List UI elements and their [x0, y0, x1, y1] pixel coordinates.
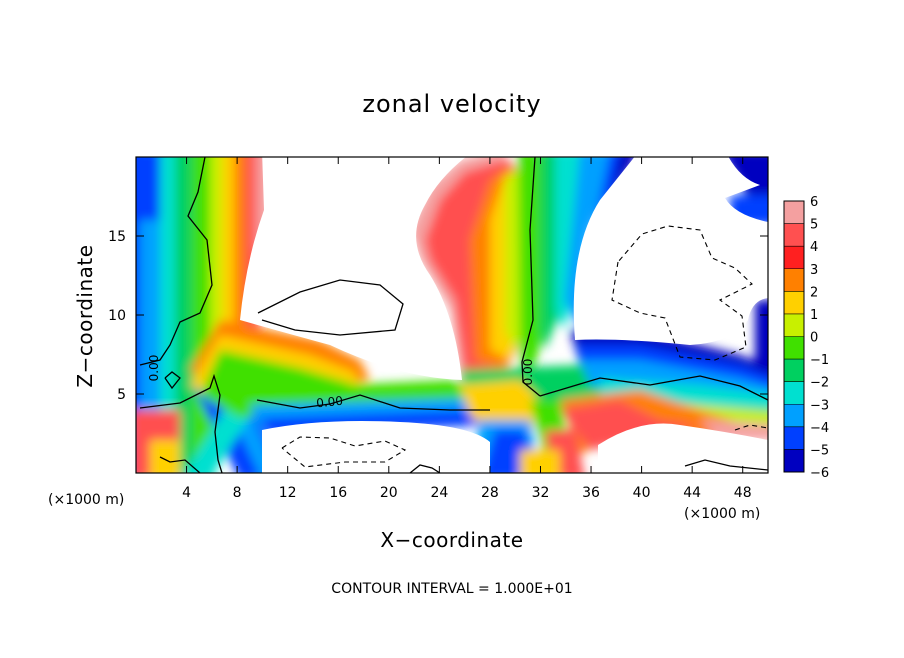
- field-region: [136, 157, 160, 220]
- x-unit-label-right: (×1000 m): [684, 506, 760, 522]
- contour-line: [684, 459, 768, 471]
- chart-title: zonal velocity: [362, 90, 541, 118]
- colorbar-swatch: [784, 426, 804, 450]
- x-tick-label: 48: [734, 485, 752, 501]
- contour-line-dashed: [281, 436, 407, 468]
- x-axis: 4 8 12 16 20 24 28 32 36 40 44 48: [182, 157, 752, 501]
- y-axis: 5 10 15: [108, 229, 768, 403]
- contour-line: [539, 375, 768, 401]
- x-tick-label: 12: [279, 485, 297, 501]
- x-tick-label: 8: [233, 485, 242, 501]
- white-region: [598, 423, 768, 473]
- colorbar-label: −6: [810, 466, 829, 481]
- colorbar-label: 0: [810, 331, 818, 346]
- x-tick-label: 20: [380, 485, 398, 501]
- x-tick-label: 40: [633, 485, 651, 501]
- colorbar-swatch: [784, 223, 804, 247]
- colorbar-swatch: [784, 359, 804, 383]
- contour-line: [257, 279, 404, 336]
- colorbar-swatch: [784, 268, 804, 292]
- contour-label: 0.00: [147, 355, 161, 382]
- contour-line-dashed: [734, 424, 768, 431]
- colorbar-swatch: [784, 404, 804, 428]
- x-axis-title: X−coordinate: [380, 528, 523, 552]
- x-tick-label: 36: [582, 485, 600, 501]
- x-tick-label: 32: [532, 485, 550, 501]
- contour-line: [521, 157, 541, 397]
- colorbar: 6 5 4 3 2 1 0 −1 −2 −3 −4 −5 −6: [783, 195, 829, 481]
- field-region: [600, 378, 768, 410]
- colorbar-label: 2: [810, 285, 818, 300]
- velocity-field: [136, 157, 768, 473]
- field-region: [150, 440, 180, 473]
- colorbar-swatch: [784, 449, 804, 473]
- contour-line: [256, 394, 490, 411]
- y-tick-label: 5: [117, 387, 126, 403]
- white-region: [573, 157, 768, 345]
- colorbar-swatch: [784, 246, 804, 270]
- contour-line: [164, 371, 181, 390]
- x-unit-label-left: (×1000 m): [48, 492, 124, 508]
- x-tick-label: 28: [481, 485, 499, 501]
- white-region: [240, 157, 466, 380]
- field-region: [560, 400, 700, 450]
- plot-area: 0.00 0.00 0.00: [136, 157, 768, 473]
- field-region: [175, 157, 197, 473]
- x-tick-label: 4: [182, 485, 191, 501]
- white-regions: [240, 157, 768, 473]
- contour-lines: 0.00 0.00 0.00: [139, 157, 768, 473]
- field-region: [520, 450, 560, 473]
- white-region: [262, 421, 490, 473]
- y-tick-label: 15: [108, 229, 126, 245]
- contour-line-dashed: [611, 225, 753, 361]
- x-tick-label: 24: [430, 485, 448, 501]
- contour-line: [159, 456, 201, 473]
- contour-label: 0.00: [521, 359, 535, 386]
- y-tick-label: 10: [108, 308, 126, 324]
- colorbar-swatch: [784, 313, 804, 337]
- contour-label: 0.00: [316, 394, 344, 411]
- contour-line: [139, 373, 223, 473]
- colorbar-swatch: [784, 291, 804, 315]
- colorbar-swatch: [784, 381, 804, 405]
- colorbar-label: −3: [810, 398, 829, 413]
- colorbar-label: 1: [810, 308, 818, 323]
- contour-line: [409, 464, 441, 473]
- contour-interval-note: CONTOUR INTERVAL = 1.000E+01: [331, 581, 572, 597]
- colorbar-label: −1: [810, 353, 829, 368]
- contour-line: [139, 157, 213, 366]
- colorbar-label: 3: [810, 263, 818, 278]
- colorbar-label: −2: [810, 376, 829, 391]
- x-tick-label: 16: [329, 485, 347, 501]
- field-region: [755, 300, 768, 370]
- field-region: [184, 400, 260, 473]
- colorbar-label: 5: [810, 218, 818, 233]
- colorbar-label: 4: [810, 240, 818, 255]
- colorbar-label: 6: [810, 195, 818, 210]
- colorbar-label: −4: [810, 421, 829, 436]
- colorbar-swatch: [784, 336, 804, 360]
- colorbar-swatch: [784, 201, 804, 225]
- x-tick-label: 44: [683, 485, 701, 501]
- y-axis-title: Z−coordinate: [73, 244, 97, 387]
- colorbar-label: −5: [810, 443, 829, 458]
